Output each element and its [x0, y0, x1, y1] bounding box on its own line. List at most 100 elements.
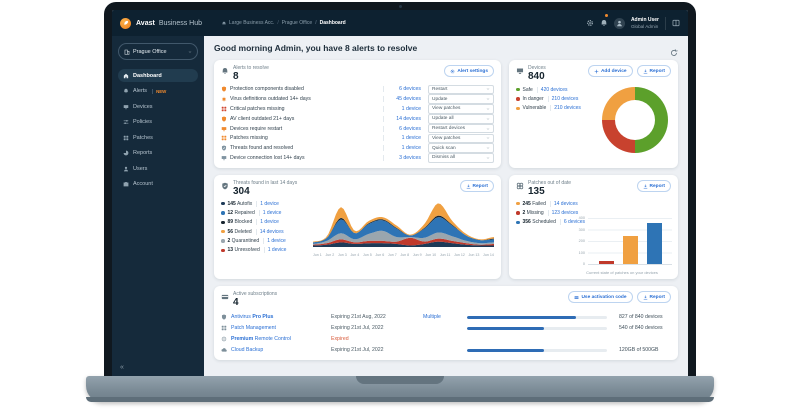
sidebar-item-label: Alerts — [133, 88, 148, 94]
patches-report-button[interactable]: Report — [636, 180, 671, 192]
alert-devices-link[interactable]: 3 devices — [383, 154, 421, 161]
alert-action-select[interactable]: View patches — [428, 104, 494, 114]
home-icon — [123, 73, 129, 79]
use-activation-code-button[interactable]: Use activation code — [568, 291, 633, 303]
threats-report-button[interactable]: Report — [459, 180, 494, 192]
x-tick-label: Jun 5 — [362, 252, 372, 257]
sidebar-item-users[interactable]: Users — [118, 162, 198, 175]
notifications-button[interactable] — [600, 12, 610, 32]
legend-devices-link[interactable]: 1 device — [263, 247, 286, 254]
legend-dot — [221, 229, 225, 234]
alert-settings-button[interactable]: Alert settings — [444, 65, 494, 77]
legend-item: Vulnerable 210 devices — [516, 105, 581, 112]
legend-devices-link[interactable]: 123 devices — [547, 209, 578, 216]
site-selector[interactable]: Prague Office — [118, 43, 198, 60]
legend-dot — [221, 220, 225, 225]
legend-devices-link[interactable]: 1 device — [256, 219, 279, 226]
alert-devices-link[interactable]: 6 devices — [383, 125, 421, 132]
subscriptions-card-title: Active subscriptions — [233, 291, 278, 297]
legend-item: In danger 210 devices — [516, 95, 581, 102]
threats-card: Threats found in last 14 days 304 Report — [214, 175, 501, 279]
legend-label: In danger — [522, 95, 544, 102]
alert-row: AV client outdated 21+ days 14 devices Upd… — [221, 114, 494, 124]
alert-devices-link[interactable]: 14 devices — [383, 115, 421, 122]
alert-devices-link[interactable]: 1 device — [383, 145, 421, 152]
user-info[interactable]: Admin User Global Admin — [631, 17, 659, 28]
legend-devices-link[interactable]: 1 device — [263, 238, 286, 245]
devices-report-button[interactable]: Report — [636, 65, 671, 77]
legend-devices-link[interactable]: 420 devices — [536, 86, 567, 93]
breadcrumb-site[interactable]: Prague Office — [277, 20, 312, 26]
threats-legend: 145 Autofix 1 device 12 Repaired 1 device 89… — [221, 200, 307, 257]
legend-devices-link[interactable]: 14 devices — [255, 228, 284, 235]
devices-donut-chart — [602, 86, 668, 153]
sliders-icon — [123, 119, 129, 125]
legend-label: Safe — [522, 86, 533, 93]
sidebar-item-dashboard[interactable]: Dashboard — [118, 69, 198, 82]
legend-devices-link[interactable]: 210 devices — [550, 105, 581, 112]
alert-action-select[interactable]: Update — [428, 94, 494, 104]
subscription-name-link[interactable]: Cloud Backup — [231, 347, 264, 353]
sidebar-item-devices[interactable]: Devices — [118, 100, 198, 113]
x-tick-label: Jun 12 — [454, 252, 465, 257]
sidebar-collapse-button[interactable]: « — [120, 364, 124, 371]
legend-devices-link[interactable]: 1 device — [256, 200, 279, 207]
subscriptions-report-button[interactable]: Report — [636, 291, 671, 303]
shield-icon — [221, 116, 227, 122]
alert-action-select[interactable]: Dismiss all — [428, 153, 494, 163]
alert-action-select[interactable]: Restart — [428, 84, 494, 95]
subscription-name-link[interactable]: Premium Remote Control — [231, 336, 291, 342]
alerts-count: 8 — [233, 71, 239, 82]
alert-label: Devices require restart — [230, 125, 283, 132]
legend-dot — [516, 201, 520, 206]
breadcrumb-current: Dashboard — [315, 20, 346, 26]
alert-row: Patches missing 1 device View patches — [221, 133, 494, 144]
alert-action-select[interactable]: Restart devices — [428, 123, 494, 134]
legend-devices-link[interactable]: 1 device — [258, 209, 281, 216]
subscription-multiple-link[interactable]: Multiple — [423, 314, 441, 320]
alert-action-select[interactable]: Update all — [428, 114, 494, 124]
alert-devices-link[interactable]: 1 device — [383, 135, 421, 142]
legend-devices-link[interactable]: 14 devices — [549, 200, 578, 207]
avatar[interactable] — [613, 17, 625, 29]
help-panel-icon[interactable] — [672, 19, 680, 27]
alert-action-select[interactable]: View patches — [428, 133, 494, 144]
legend-item: 2 Quarantined 1 device — [221, 238, 307, 245]
sidebar-item-policies[interactable]: Policies — [118, 116, 198, 129]
alerts-card-title: Alerts to resolve — [233, 65, 269, 71]
legend-devices-link[interactable]: 210 devices — [547, 95, 578, 102]
sidebar-item-alerts[interactable]: Alerts NEW — [118, 85, 198, 98]
sidebar-item-label: Policies — [133, 119, 152, 125]
alert-action-select[interactable]: Quick scan — [428, 143, 494, 153]
subscription-name-link[interactable]: Patch Management — [231, 325, 276, 331]
legend-devices-link[interactable]: 6 devices — [559, 219, 585, 226]
patches-card: Patches out of date 135 Report — [509, 175, 678, 279]
grid-icon — [221, 106, 227, 112]
alert-devices-link[interactable]: 6 devices — [383, 86, 421, 93]
y-tick-label: 200 — [578, 239, 585, 243]
refresh-button[interactable] — [670, 49, 678, 57]
patches-card-title: Patches out of date — [528, 180, 572, 186]
subscription-usage: 120GB of 500GB — [619, 347, 659, 353]
sidebar-item-patches[interactable]: Patches — [118, 131, 198, 144]
sidebar-item-reports[interactable]: Reports — [118, 147, 198, 160]
subscriptions-list: Antivirus Pro Plus Expiring 21st Aug, 202… — [221, 312, 671, 356]
avast-logo-icon — [120, 17, 131, 29]
sidebar-item-label: Account — [133, 181, 153, 187]
add-device-button[interactable]: Add device — [587, 65, 633, 77]
breadcrumb-account[interactable]: Large Business Acc. — [229, 20, 275, 26]
alert-row: Devices require restart 6 devices Restart … — [221, 123, 494, 134]
subscriptions-card: Active subscriptions 4 Use activation co… — [214, 286, 678, 360]
laptop-base — [86, 376, 714, 402]
subscription-name-link[interactable]: Antivirus Pro Plus — [231, 314, 274, 320]
alert-devices-link[interactable]: 45 devices — [383, 96, 421, 103]
alert-devices-link[interactable]: 1 device — [383, 105, 421, 112]
sidebar-item-label: Patches — [133, 134, 153, 141]
gear-icon[interactable] — [586, 19, 594, 27]
alert-label: Patches missing — [230, 135, 268, 142]
user-name: Admin User — [630, 17, 659, 24]
grid-icon — [221, 325, 227, 331]
building-icon — [124, 49, 130, 55]
x-tick-label: Jun 14 — [483, 252, 494, 257]
sidebar-item-account[interactable]: Account — [118, 178, 198, 191]
